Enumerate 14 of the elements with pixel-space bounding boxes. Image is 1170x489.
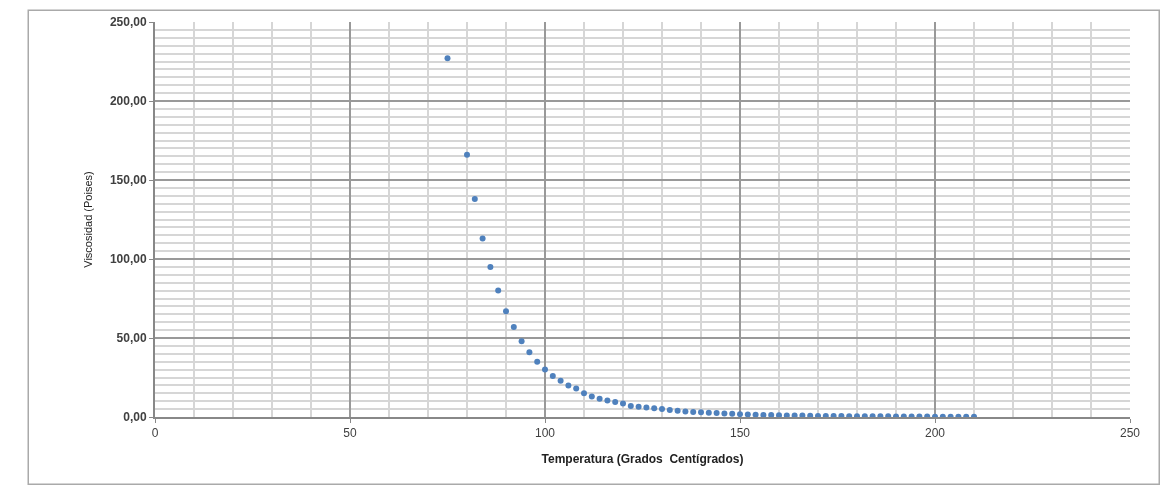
x-tick-label: 250 (1119, 426, 1141, 441)
y-tick-label: 200,00 (109, 94, 147, 109)
y-tick-label: 150,00 (109, 173, 147, 188)
y-tick-label: 100,00 (109, 252, 147, 267)
y-tick-label: 0,00 (123, 410, 147, 425)
x-tick-label: 100 (534, 426, 556, 441)
x-tick-label: 200 (924, 426, 946, 441)
y-tick-label: 50,00 (116, 331, 147, 346)
x-axis-title: Temperatura (Grados Centígrados) (541, 451, 744, 466)
y-axis-title: Viscosidad (Poises) (82, 171, 95, 268)
x-tick-label: 0 (151, 426, 159, 441)
x-tick-label: 50 (343, 426, 357, 441)
x-tick-label: 150 (729, 426, 751, 441)
y-tick-label: 250,00 (109, 15, 147, 30)
